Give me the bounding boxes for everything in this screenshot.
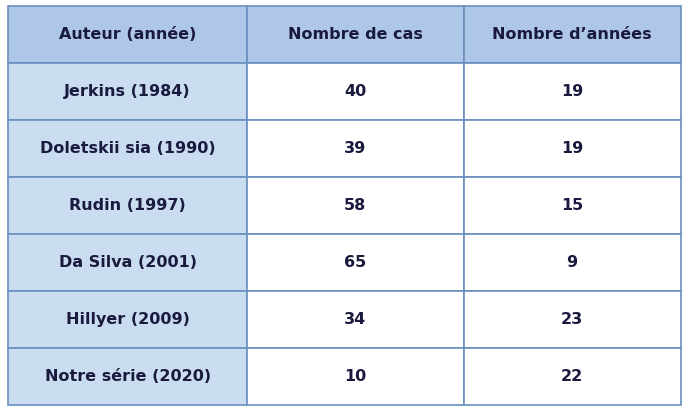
Text: 34: 34 [344,312,367,327]
Text: Rudin (1997): Rudin (1997) [70,198,186,213]
Bar [464,120,681,177]
Bar [464,234,681,291]
Bar [247,234,464,291]
Bar [8,6,247,63]
Bar [247,348,464,405]
Bar [8,291,247,348]
Text: 19: 19 [561,141,584,156]
Text: Notre série (2020): Notre série (2020) [45,369,211,384]
Bar [247,120,464,177]
Bar [8,177,247,234]
Text: 23: 23 [561,312,584,327]
Text: Nombre d’années: Nombre d’années [493,27,652,42]
Text: Doletskii sia (1990): Doletskii sia (1990) [40,141,216,156]
Text: Da Silva (2001): Da Silva (2001) [59,255,196,270]
Text: 9: 9 [566,255,577,270]
Bar [464,291,681,348]
Text: 10: 10 [344,369,367,384]
Bar [247,291,464,348]
Bar [464,6,681,63]
Text: 58: 58 [344,198,367,213]
Text: 40: 40 [344,84,367,99]
Bar [8,63,247,120]
Text: 15: 15 [561,198,584,213]
Bar [8,348,247,405]
Text: 39: 39 [344,141,367,156]
Text: Auteur (année): Auteur (année) [59,27,196,42]
Bar [8,120,247,177]
Text: 19: 19 [561,84,584,99]
Bar [8,234,247,291]
Bar [464,177,681,234]
Text: Jerkins (1984): Jerkins (1984) [64,84,191,99]
Bar [464,63,681,120]
Text: Nombre de cas: Nombre de cas [288,27,422,42]
Bar [464,348,681,405]
Text: 65: 65 [344,255,367,270]
Bar [247,6,464,63]
Text: Hillyer (2009): Hillyer (2009) [65,312,189,327]
Bar [247,63,464,120]
Text: 22: 22 [561,369,584,384]
Bar [247,177,464,234]
